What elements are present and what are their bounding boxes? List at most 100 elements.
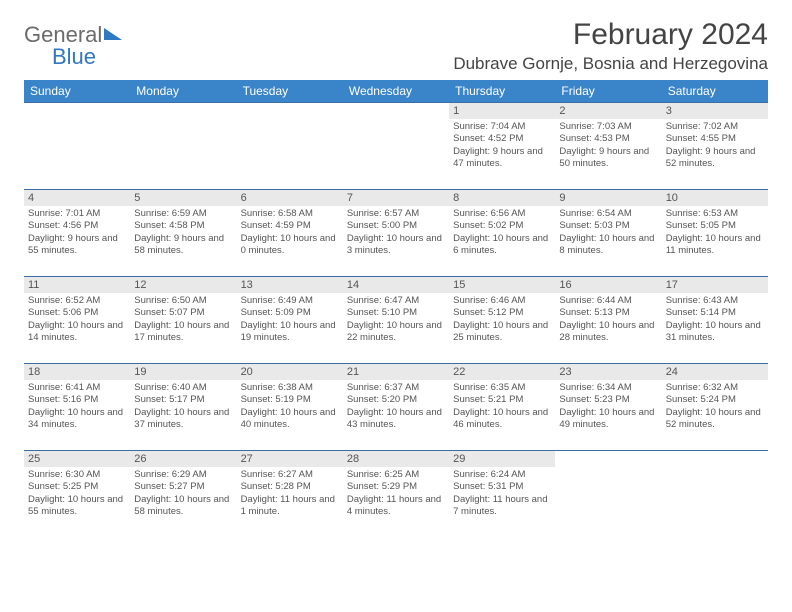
sunrise-text: Sunrise: 6:25 AM <box>347 469 445 481</box>
day-info: Sunrise: 6:38 AMSunset: 5:19 PMDaylight:… <box>237 380 343 431</box>
sunrise-text: Sunrise: 6:29 AM <box>134 469 232 481</box>
daylight-text: Daylight: 10 hours and 22 minutes. <box>347 320 445 345</box>
day-number: 22 <box>449 364 555 380</box>
calendar-cell: 17Sunrise: 6:43 AMSunset: 5:14 PMDayligh… <box>662 277 768 364</box>
day-number: 16 <box>555 277 661 293</box>
day-number: 25 <box>24 451 130 467</box>
sunrise-text: Sunrise: 6:37 AM <box>347 382 445 394</box>
calendar-cell: 6 Sunrise: 6:58 AMSunset: 4:59 PMDaylight… <box>237 190 343 277</box>
day-info: Sunrise: 6:49 AMSunset: 5:09 PMDaylight:… <box>237 293 343 344</box>
daylight-text: Daylight: 9 hours and 47 minutes. <box>453 146 551 171</box>
sunrise-text: Sunrise: 6:49 AM <box>241 295 339 307</box>
sunrise-text: Sunrise: 6:58 AM <box>241 208 339 220</box>
location-subtitle: Dubrave Gornje, Bosnia and Herzegovina <box>453 54 768 74</box>
daylight-text: Daylight: 10 hours and 14 minutes. <box>28 320 126 345</box>
daylight-text: Daylight: 9 hours and 55 minutes. <box>28 233 126 258</box>
calendar-cell: 20Sunrise: 6:38 AMSunset: 5:19 PMDayligh… <box>237 364 343 451</box>
day-number: 14 <box>343 277 449 293</box>
logo-word2: Blue <box>52 44 122 70</box>
day-number: 4 <box>24 190 130 206</box>
weekday-header: Monday <box>130 80 236 103</box>
sunset-text: Sunset: 5:27 PM <box>134 481 232 493</box>
calendar-cell: 12Sunrise: 6:50 AMSunset: 5:07 PMDayligh… <box>130 277 236 364</box>
sunset-text: Sunset: 4:56 PM <box>28 220 126 232</box>
day-number: 5 <box>130 190 236 206</box>
sunrise-text: Sunrise: 6:24 AM <box>453 469 551 481</box>
sunrise-text: Sunrise: 6:44 AM <box>559 295 657 307</box>
day-number: 6 <box>237 190 343 206</box>
daylight-text: Daylight: 10 hours and 46 minutes. <box>453 407 551 432</box>
weekday-header: Thursday <box>449 80 555 103</box>
day-number: 24 <box>662 364 768 380</box>
calendar-cell: 15Sunrise: 6:46 AMSunset: 5:12 PMDayligh… <box>449 277 555 364</box>
daylight-text: Daylight: 10 hours and 34 minutes. <box>28 407 126 432</box>
daylight-text: Daylight: 10 hours and 28 minutes. <box>559 320 657 345</box>
day-info: Sunrise: 6:34 AMSunset: 5:23 PMDaylight:… <box>555 380 661 431</box>
day-number: 21 <box>343 364 449 380</box>
day-info: Sunrise: 7:03 AMSunset: 4:53 PMDaylight:… <box>555 119 661 170</box>
daylight-text: Daylight: 10 hours and 0 minutes. <box>241 233 339 258</box>
day-info: Sunrise: 6:53 AMSunset: 5:05 PMDaylight:… <box>662 206 768 257</box>
day-number: 3 <box>662 103 768 119</box>
sunrise-text: Sunrise: 6:27 AM <box>241 469 339 481</box>
sunset-text: Sunset: 5:28 PM <box>241 481 339 493</box>
calendar-cell: 19Sunrise: 6:40 AMSunset: 5:17 PMDayligh… <box>130 364 236 451</box>
day-number: 10 <box>662 190 768 206</box>
calendar-cell: 25Sunrise: 6:30 AMSunset: 5:25 PMDayligh… <box>24 451 130 538</box>
daylight-text: Daylight: 10 hours and 25 minutes. <box>453 320 551 345</box>
sunrise-text: Sunrise: 6:41 AM <box>28 382 126 394</box>
day-info: Sunrise: 6:47 AMSunset: 5:10 PMDaylight:… <box>343 293 449 344</box>
sunset-text: Sunset: 5:21 PM <box>453 394 551 406</box>
month-title: February 2024 <box>453 18 768 52</box>
sunset-text: Sunset: 5:12 PM <box>453 307 551 319</box>
calendar-cell: 7Sunrise: 6:57 AMSunset: 5:00 PMDaylight… <box>343 190 449 277</box>
daylight-text: Daylight: 10 hours and 8 minutes. <box>559 233 657 258</box>
day-info: Sunrise: 6:27 AMSunset: 5:28 PMDaylight:… <box>237 467 343 518</box>
day-info: Sunrise: 6:25 AMSunset: 5:29 PMDaylight:… <box>343 467 449 518</box>
sunset-text: Sunset: 4:59 PM <box>241 220 339 232</box>
sunrise-text: Sunrise: 7:04 AM <box>453 121 551 133</box>
day-number: 26 <box>130 451 236 467</box>
calendar-cell <box>555 451 661 538</box>
day-info: Sunrise: 6:44 AMSunset: 5:13 PMDaylight:… <box>555 293 661 344</box>
sunrise-text: Sunrise: 6:34 AM <box>559 382 657 394</box>
day-number: 9 <box>555 190 661 206</box>
sunrise-text: Sunrise: 7:03 AM <box>559 121 657 133</box>
day-info: Sunrise: 6:32 AMSunset: 5:24 PMDaylight:… <box>662 380 768 431</box>
day-number: 18 <box>24 364 130 380</box>
day-info: Sunrise: 6:40 AMSunset: 5:17 PMDaylight:… <box>130 380 236 431</box>
calendar-cell: 8Sunrise: 6:56 AMSunset: 5:02 PMDaylight… <box>449 190 555 277</box>
daylight-text: Daylight: 10 hours and 31 minutes. <box>666 320 764 345</box>
sunset-text: Sunset: 5:29 PM <box>347 481 445 493</box>
daylight-text: Daylight: 10 hours and 43 minutes. <box>347 407 445 432</box>
sunset-text: Sunset: 5:13 PM <box>559 307 657 319</box>
sunset-text: Sunset: 5:07 PM <box>134 307 232 319</box>
day-info: Sunrise: 6:37 AMSunset: 5:20 PMDaylight:… <box>343 380 449 431</box>
sunrise-text: Sunrise: 6:52 AM <box>28 295 126 307</box>
day-info: Sunrise: 6:35 AMSunset: 5:21 PMDaylight:… <box>449 380 555 431</box>
day-info: Sunrise: 6:59 AMSunset: 4:58 PMDaylight:… <box>130 206 236 257</box>
calendar-cell: 9Sunrise: 6:54 AMSunset: 5:03 PMDaylight… <box>555 190 661 277</box>
sunrise-text: Sunrise: 6:40 AM <box>134 382 232 394</box>
calendar-cell: 23Sunrise: 6:34 AMSunset: 5:23 PMDayligh… <box>555 364 661 451</box>
day-info: Sunrise: 7:01 AMSunset: 4:56 PMDaylight:… <box>24 206 130 257</box>
calendar-cell: 1Sunrise: 7:04 AMSunset: 4:52 PMDaylight… <box>449 103 555 190</box>
day-info: Sunrise: 7:04 AMSunset: 4:52 PMDaylight:… <box>449 119 555 170</box>
daylight-text: Daylight: 10 hours and 19 minutes. <box>241 320 339 345</box>
sunrise-text: Sunrise: 6:38 AM <box>241 382 339 394</box>
sunset-text: Sunset: 5:24 PM <box>666 394 764 406</box>
calendar-cell <box>130 103 236 190</box>
calendar-cell: 29Sunrise: 6:24 AMSunset: 5:31 PMDayligh… <box>449 451 555 538</box>
calendar-cell <box>662 451 768 538</box>
sunset-text: Sunset: 5:20 PM <box>347 394 445 406</box>
calendar-cell: 24Sunrise: 6:32 AMSunset: 5:24 PMDayligh… <box>662 364 768 451</box>
day-info: Sunrise: 6:29 AMSunset: 5:27 PMDaylight:… <box>130 467 236 518</box>
calendar-cell: 22Sunrise: 6:35 AMSunset: 5:21 PMDayligh… <box>449 364 555 451</box>
sunset-text: Sunset: 5:23 PM <box>559 394 657 406</box>
sunrise-text: Sunrise: 6:32 AM <box>666 382 764 394</box>
daylight-text: Daylight: 10 hours and 37 minutes. <box>134 407 232 432</box>
sunrise-text: Sunrise: 7:02 AM <box>666 121 764 133</box>
sunrise-text: Sunrise: 6:50 AM <box>134 295 232 307</box>
calendar-cell: 21Sunrise: 6:37 AMSunset: 5:20 PMDayligh… <box>343 364 449 451</box>
calendar-cell: 2Sunrise: 7:03 AMSunset: 4:53 PMDaylight… <box>555 103 661 190</box>
